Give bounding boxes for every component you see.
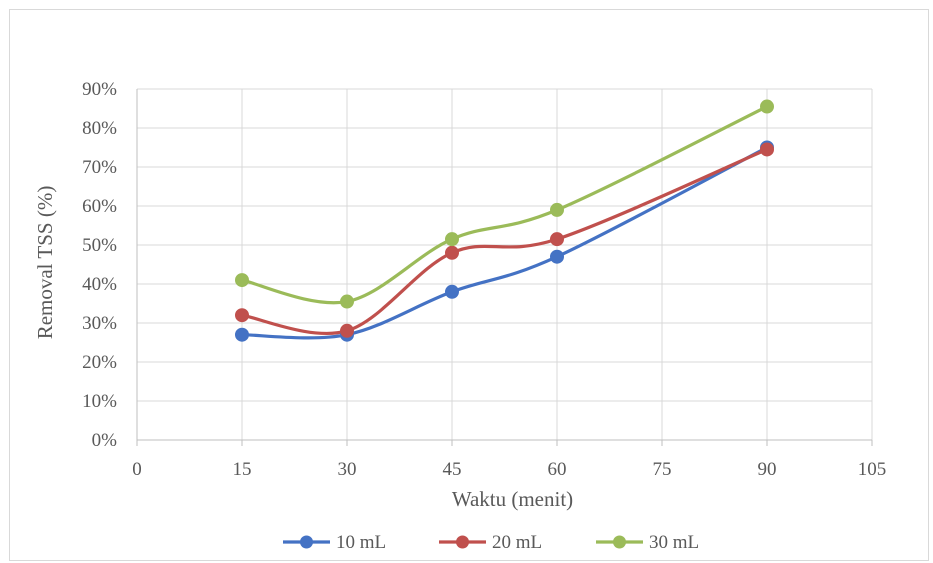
data-point-20-ml [550, 232, 564, 247]
y-tick-label: 20% [82, 352, 117, 373]
data-point-30-ml [550, 202, 564, 217]
data-point-20-ml [235, 308, 249, 323]
series-line-30-ml [240, 104, 769, 305]
data-point-20-ml [760, 142, 774, 157]
x-tick-label: 90 [758, 459, 777, 480]
data-point-10-ml [445, 284, 459, 299]
data-point-10-ml [235, 327, 249, 342]
data-point-20-ml [445, 245, 459, 260]
legend-marker-10-ml [300, 535, 313, 549]
legend-label-20-ml: 20 mL [492, 532, 542, 553]
data-point-10-ml [550, 249, 564, 264]
y-tick-label: 50% [82, 235, 117, 256]
y-tick-label: 80% [82, 118, 117, 139]
y-tick-label: 90% [82, 79, 117, 100]
legend-label-10-ml: 10 mL [336, 532, 386, 553]
y-tick-label: 40% [82, 274, 117, 295]
x-tick-label: 30 [338, 459, 357, 480]
legend-label-30-ml: 30 mL [649, 532, 699, 553]
x-tick-label: 105 [858, 459, 887, 480]
x-tick-label: 15 [233, 459, 252, 480]
y-tick-label: 30% [82, 313, 117, 334]
data-point-30-ml [235, 273, 249, 288]
x-tick-label: 45 [443, 459, 462, 480]
data-point-20-ml [340, 323, 354, 338]
y-tick-label: 60% [82, 196, 117, 217]
series-line-20-ml [240, 147, 769, 336]
series-line-10-ml [240, 145, 769, 340]
x-axis-title: Waktu (menit) [452, 487, 573, 511]
y-axis-title: Removal TSS (%) [33, 186, 57, 340]
x-tick-label: 75 [653, 459, 672, 480]
y-tick-label: 0% [92, 430, 118, 451]
data-point-30-ml [340, 294, 354, 309]
x-tick-label: 60 [548, 459, 567, 480]
y-tick-label: 10% [82, 391, 117, 412]
y-tick-label: 70% [82, 157, 117, 178]
legend-marker-30-ml [613, 535, 626, 549]
legend-marker-20-ml [456, 535, 469, 549]
data-point-30-ml [445, 232, 459, 247]
data-point-30-ml [760, 99, 774, 114]
x-tick-label: 0 [132, 459, 142, 480]
